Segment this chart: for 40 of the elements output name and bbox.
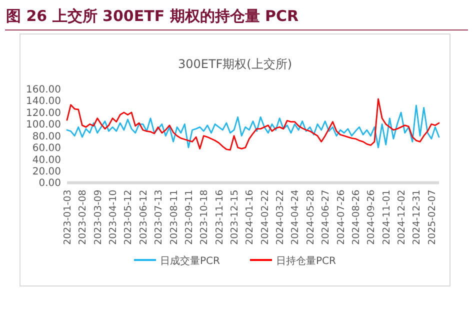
x-tick-label: 2023-06-12	[138, 190, 150, 245]
x-tick-label: 2024-05-28	[305, 190, 316, 245]
y-tick-label: 120.00	[26, 108, 61, 119]
chart-title: 图 26 上交所 300ETF 期权的持仓量 PCR	[6, 7, 300, 25]
y-tick-label: 160.00	[26, 84, 61, 96]
y-tick-label: 80.00	[32, 131, 61, 142]
x-tick-label: 2024-11-01	[381, 190, 392, 245]
x-tick-label: 2023-03-09	[92, 190, 104, 245]
x-tick-label: 2024-07-26	[336, 190, 347, 245]
x-tick-label: 2024-08-26	[350, 190, 362, 245]
x-tick-label: 2024-04-24	[290, 190, 302, 245]
x-tick-label: 2024-02-22	[260, 190, 271, 245]
x-tick-label: 2025-02-07	[426, 190, 438, 245]
line-series	[66, 104, 440, 148]
x-tick-label: 2024-01-16	[244, 190, 256, 245]
x-tick-label: 2023-10-18	[199, 190, 210, 245]
legend-label: 日成交量PCR	[160, 255, 220, 267]
x-tick-label: 2023-04-10	[108, 190, 120, 245]
y-tick-label: 60.00	[32, 143, 61, 154]
chart-subtitle: 300ETF期权(上交所)	[178, 57, 292, 71]
x-tick-label: 2023-08-11	[168, 190, 180, 245]
y-tick-label: 100.00	[26, 120, 61, 131]
legend-label: 日持仓量PCR	[276, 255, 336, 267]
x-tick-label: 2024-12-02	[396, 190, 408, 245]
x-tick-label: 2024-12-31	[412, 190, 423, 245]
x-tick-label: 2023-11-16	[214, 190, 226, 245]
x-tick-label: 2024-09-26	[366, 190, 378, 245]
y-tick-label: 0.00	[38, 178, 61, 190]
y-tick-label: 20.00	[32, 166, 61, 178]
x-tick-label: 2023-02-08	[78, 190, 89, 245]
x-tick-label: 2023-05-12	[123, 190, 134, 245]
x-tick-label: 2024-06-27	[320, 190, 332, 245]
x-tick-label: 2023-12-15	[230, 190, 241, 245]
x-tick-label: 2024-03-22	[275, 190, 286, 245]
x-tick-label: 2023-09-11	[184, 190, 195, 245]
y-tick-label: 40.00	[32, 154, 61, 166]
x-tick-label: 2023-07-13	[154, 190, 165, 245]
y-tick-label: 140.00	[26, 96, 61, 108]
x-tick-label: 2023-01-03	[62, 190, 74, 245]
line-series	[66, 98, 440, 151]
